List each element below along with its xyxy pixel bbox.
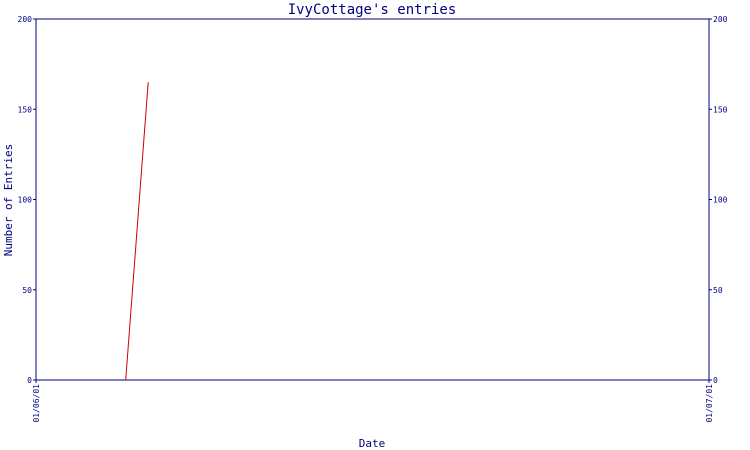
x-axis: 01/06/01 01/07/01 xyxy=(32,380,714,423)
y-tick-label-left: 100 xyxy=(18,196,33,205)
x-axis-title: Date xyxy=(359,437,386,450)
y-tick-label-left: 50 xyxy=(22,286,32,295)
y-axis-title: Number of Entries xyxy=(2,144,15,257)
y-tick-label-right: 50 xyxy=(713,286,723,295)
y-tick-label-right: 0 xyxy=(713,376,718,385)
y-tick-label-right: 100 xyxy=(713,196,728,205)
y-axis-left: 0 50 100 150 200 xyxy=(18,15,36,385)
y-tick-label-right: 200 xyxy=(713,15,728,24)
series-line xyxy=(125,82,149,381)
y-tick-label-right: 150 xyxy=(713,105,728,114)
y-tick-label-left: 150 xyxy=(18,105,33,114)
y-tick-label-left: 200 xyxy=(18,15,33,24)
chart-title: IvyCottage's entries xyxy=(288,2,457,18)
y-tick-label-left: 0 xyxy=(27,376,32,385)
plot-frame xyxy=(35,18,710,381)
x-tick-label: 01/07/01 xyxy=(705,384,714,423)
series-layer xyxy=(125,82,149,381)
y-axis-right: 0 50 100 150 200 xyxy=(709,15,728,385)
x-tick-label: 01/06/01 xyxy=(32,384,41,423)
